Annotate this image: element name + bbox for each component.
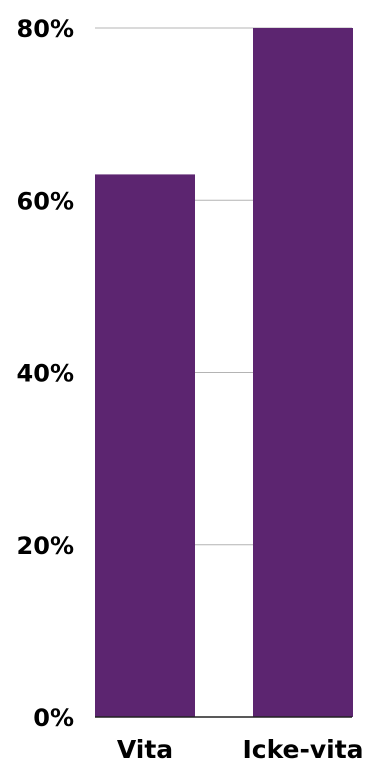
bar-vita: [95, 174, 195, 718]
bars: [95, 28, 353, 718]
y-tick-labels: 0% 20% 40% 60% 80%: [17, 15, 74, 732]
y-tick-label: 20%: [17, 532, 74, 560]
x-tick-label: Vita: [117, 735, 173, 760]
bar-icke-vita: [253, 28, 353, 717]
y-tick-label: 40%: [17, 360, 74, 388]
y-tick-label: 60%: [17, 187, 74, 215]
x-tick-label: Icke-vita: [242, 735, 363, 760]
y-tick-label: 0%: [33, 704, 74, 732]
y-tick-label: 80%: [17, 15, 74, 43]
x-tick-labels: Vita Icke-vita: [117, 735, 364, 760]
